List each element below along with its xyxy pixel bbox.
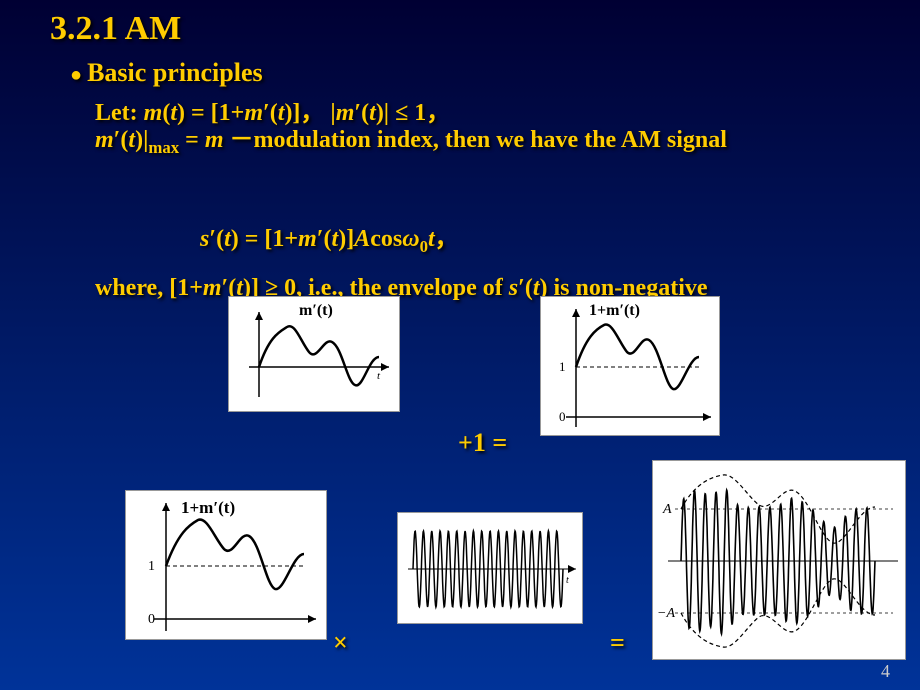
figure-am-signal: A −A	[652, 460, 906, 660]
figure-carrier: t	[397, 512, 583, 624]
fig2-label-1: 1	[559, 359, 566, 374]
fig5-label-ma: −A	[657, 606, 675, 621]
svg-text:t: t	[566, 575, 569, 586]
svg-text:t: t	[377, 370, 381, 382]
operator-plus-one: +1 =	[458, 428, 507, 458]
figure-one-plus-m-prime-top: 1 0 1+m′(t)	[540, 296, 720, 436]
fig2-label: 1+m′(t)	[589, 302, 640, 319]
slide-title: 3.2.1 AM	[50, 10, 181, 48]
text-line-3: s′(t) = [1+m′(t)]Acosω0t，	[200, 218, 459, 257]
am-wave	[681, 490, 875, 634]
bullet-heading: Basic principles	[70, 58, 263, 88]
fig5-label-a: A	[662, 502, 672, 517]
fig1-label: m′(t)	[299, 302, 333, 319]
figure-one-plus-m-prime-bottom: 1 0 1+m′(t)	[125, 490, 327, 640]
operator-equals: =	[610, 628, 625, 658]
text-line-4: where, [1+m′(t)] ≥ 0, i.e., the envelope…	[95, 270, 880, 306]
text-line-2: m′(t)|max = m －modulation index, then we…	[95, 126, 880, 158]
text-line-1: Let: m(t) = [1+m′(t)]， |m′(t)| ≤ 1，	[95, 92, 450, 127]
fig3-label: 1+m′(t)	[181, 498, 235, 517]
fig3-label-0: 0	[148, 612, 155, 627]
figure-m-prime: t m′(t)	[228, 296, 400, 412]
fig2-label-0: 0	[559, 409, 566, 424]
page-number: 4	[881, 661, 890, 682]
operator-times: ×	[333, 628, 348, 658]
fig3-label-1: 1	[148, 559, 155, 574]
